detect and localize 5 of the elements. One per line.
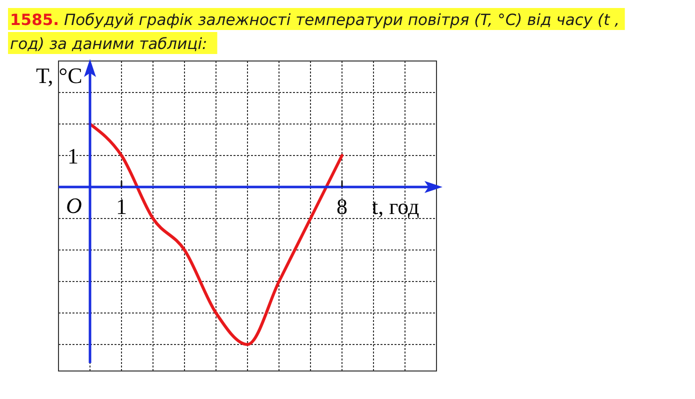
y-axis-title: T, °C [36, 63, 82, 88]
x-axis-title: t, год [372, 194, 420, 219]
chart-title: 1585. Побудуй графік залежності температури повітря (T, °C) від часу (t , год) за даними таблиці: [10, 11, 620, 53]
x-tick-label: 8 [336, 194, 348, 219]
annotation: O [66, 193, 82, 218]
